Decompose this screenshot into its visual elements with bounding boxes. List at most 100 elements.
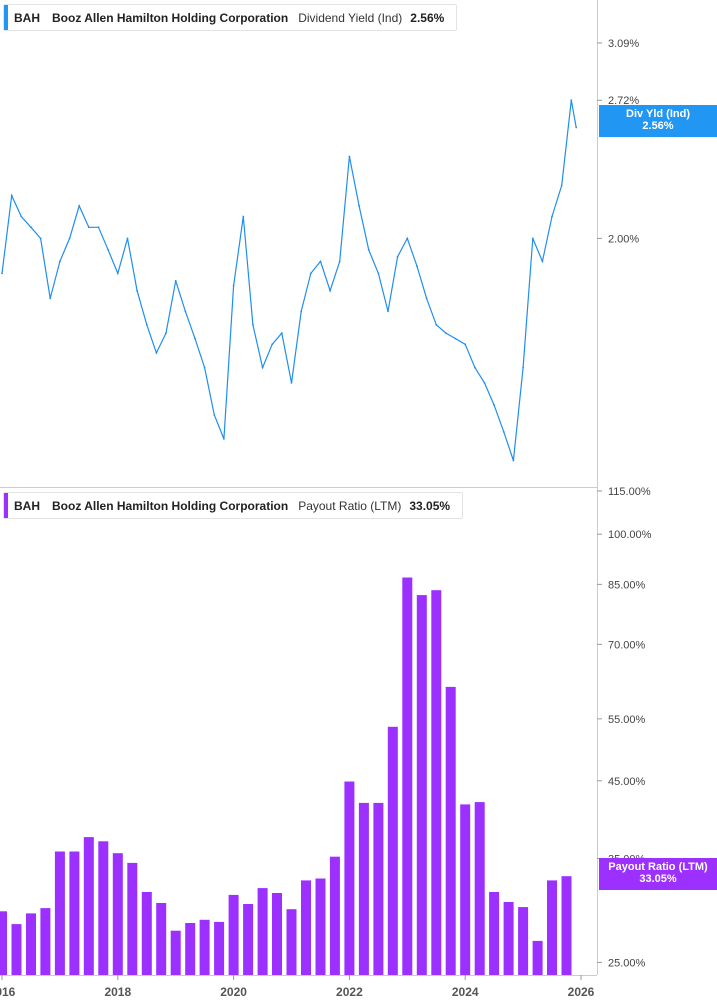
payout-ratio-bar	[40, 908, 51, 975]
dividend-yield-point	[203, 366, 206, 369]
dividend-yield-point	[319, 260, 322, 263]
dividend-yield-point	[261, 366, 264, 369]
dividend-yield-point	[252, 323, 254, 326]
payout-ratio-bar	[474, 802, 485, 975]
payout-ratio-bar	[98, 841, 109, 975]
payout-ratio-bar	[315, 878, 326, 975]
dividend-yield-point	[30, 226, 32, 229]
payout-ratio-bar	[329, 856, 340, 975]
dividend-yield-point	[348, 155, 351, 158]
payout-tag-label: Payout Ratio (LTM)	[608, 861, 708, 873]
payout-ratio-bar	[170, 930, 181, 975]
dividend-yield-point	[280, 332, 283, 334]
dividend-yield-point	[78, 205, 81, 207]
top-ticker: BAH	[14, 10, 40, 25]
dividend-yield-point	[454, 337, 457, 340]
payout-ratio-bar	[112, 853, 123, 975]
dividend-yield-point	[329, 289, 331, 292]
payout-ratio-bar	[156, 903, 167, 975]
dividend-yield-point	[10, 194, 13, 197]
bottom-y-ticks: 115.00%100.00%85.00%70.00%55.00%45.00%35…	[597, 486, 652, 969]
payout-ratio-bar	[83, 837, 94, 975]
x-tick-label: 2026	[568, 985, 595, 999]
payout-ratio-bar	[286, 909, 297, 975]
payout-ratio-bar	[0, 911, 7, 975]
payout-ratio-bar	[402, 577, 413, 975]
payout-ratio-bar	[518, 907, 529, 975]
dividend-yield-point	[338, 260, 341, 263]
dividend-yield-point	[39, 237, 42, 240]
dividend-yield-point	[107, 248, 109, 251]
dividend-yield-point	[575, 126, 578, 129]
dividend-yield-point	[387, 310, 389, 313]
payout-ratio-bar	[11, 924, 22, 975]
dividend-yield-point	[445, 332, 447, 334]
payout-ratio-bar	[228, 894, 239, 975]
bottom-metric-value: 33.05%	[409, 498, 451, 513]
top-metric-value: 2.56%	[410, 10, 445, 25]
axes	[0, 0, 598, 976]
dividend-yield-point	[213, 414, 216, 416]
dividend-yield-point	[271, 343, 274, 346]
dividend-yield-point	[416, 265, 418, 268]
bottom-y-tick-label: 25.00%	[608, 957, 646, 969]
dividend-yield-point	[551, 215, 553, 218]
dividend-yield-point	[116, 272, 119, 275]
dividend-yield-point	[290, 382, 293, 384]
payout-tag-value: 33.05%	[639, 873, 677, 885]
dividend-yield-point	[145, 323, 148, 326]
top-company-name: Booz Allen Hamilton Holding Corporation	[52, 10, 289, 25]
x-tick-label: 2024	[452, 985, 479, 999]
dividend-yield-point	[59, 260, 61, 263]
dividend-yield-point	[223, 438, 225, 440]
dividend-yield-point	[483, 382, 486, 384]
x-tick-label: 2020	[220, 985, 247, 999]
x-tick-label: 2022	[336, 985, 363, 999]
payout-ratio-bar	[503, 902, 514, 975]
bottom-y-tick-label: 70.00%	[608, 639, 646, 651]
payout-ratio-bar	[460, 804, 471, 975]
dividend-yield-point	[464, 343, 467, 346]
bottom-y-tick-label: 85.00%	[608, 579, 646, 591]
dividend-yield-point	[570, 99, 573, 102]
payout-ratio-plot	[0, 577, 572, 975]
dividend-yield-point	[97, 226, 100, 229]
top-series-color-bar	[4, 5, 8, 30]
payout-ratio-bar	[358, 802, 369, 975]
payout-ratio-bar	[431, 590, 442, 975]
payout-ratio-bar	[127, 862, 138, 975]
dividend-yield-point	[165, 332, 167, 334]
dividend-yield-point	[49, 297, 52, 300]
dividend-yield-point	[184, 310, 187, 313]
dividend-yield-point	[174, 279, 177, 282]
div-yield-tag-label: Div Yld (Ind)	[626, 108, 690, 120]
dividend-yield-point	[367, 248, 370, 251]
dividend-yield-point	[232, 284, 235, 287]
dividend-yield-point	[531, 237, 534, 240]
payout-ratio-bar	[141, 892, 152, 975]
payout-ratio-bar	[532, 940, 543, 975]
payout-ratio-bar	[387, 726, 398, 975]
dividend-yield-point	[87, 226, 90, 229]
dividend-yield-point	[136, 289, 139, 292]
bottom-ticker: BAH	[14, 498, 40, 513]
payout-ratio-bar	[272, 893, 282, 975]
bottom-y-tick-label: 45.00%	[608, 776, 646, 788]
dividend-yield-point	[425, 297, 428, 300]
top-y-tick-label: 3.09%	[608, 38, 639, 50]
top-panel-header: BAH Booz Allen Hamilton Holding Corporat…	[3, 4, 458, 31]
dividend-yield-point	[435, 323, 438, 326]
dividend-yield-plot	[1, 99, 578, 462]
payout-ratio-bar	[214, 921, 225, 975]
payout-ratio-bar	[185, 923, 196, 975]
bottom-panel-header: BAH Booz Allen Hamilton Holding Corporat…	[3, 492, 464, 519]
top-y-ticks: 3.09% 2.72% 2.00%	[597, 38, 639, 245]
dividend-yield-point	[300, 310, 303, 313]
payout-ratio-bar	[26, 913, 36, 975]
payout-ratio-bar	[416, 595, 427, 975]
dividend-yield-point	[20, 215, 23, 218]
payout-ratio-bar	[257, 888, 268, 975]
dividend-yield-point	[309, 272, 312, 275]
dividend-yield-point	[474, 366, 476, 369]
payout-ratio-bar	[373, 802, 384, 975]
